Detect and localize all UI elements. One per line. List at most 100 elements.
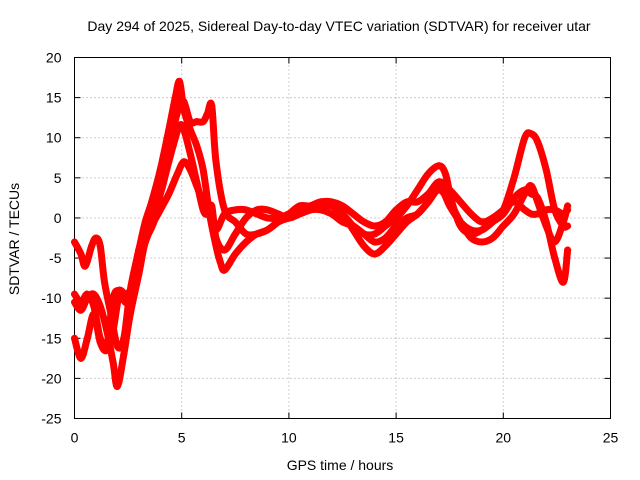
data-point	[113, 382, 121, 390]
data-point	[424, 170, 432, 178]
data-point	[360, 218, 368, 226]
data-point	[169, 142, 177, 150]
data-point	[242, 206, 250, 214]
data-point	[534, 194, 542, 202]
data-point	[109, 294, 117, 302]
data-point	[92, 234, 100, 242]
data-point	[489, 214, 497, 222]
data-point	[467, 210, 475, 218]
data-point	[176, 102, 184, 110]
data-point	[263, 226, 271, 234]
data-point	[381, 242, 389, 250]
data-point	[77, 354, 85, 362]
data-point	[551, 206, 559, 214]
y-tick-label: -25	[41, 411, 61, 427]
data-point	[521, 134, 529, 142]
y-axis-label: SDTVAR / TECUs	[6, 183, 22, 295]
data-point	[263, 214, 271, 222]
data-point	[499, 222, 507, 230]
data-point	[360, 242, 368, 250]
data-point	[77, 298, 85, 306]
data-point	[371, 230, 379, 238]
x-tick-label: 0	[71, 430, 79, 446]
data-point	[186, 150, 194, 158]
data-point	[231, 250, 239, 258]
data-point	[103, 342, 111, 350]
data-point	[203, 110, 211, 118]
data-point	[186, 166, 194, 174]
data-point	[180, 126, 188, 134]
data-point	[71, 290, 78, 298]
data-point	[208, 102, 216, 110]
series-day-4	[71, 158, 572, 353]
series-line	[71, 158, 572, 353]
data-point	[71, 238, 78, 246]
data-point	[521, 186, 529, 194]
data-point	[141, 238, 149, 246]
data-point	[467, 226, 475, 234]
data-point	[231, 230, 239, 238]
data-point	[96, 242, 104, 250]
data-point	[208, 202, 216, 210]
data-point	[527, 130, 535, 138]
data-point	[176, 122, 184, 130]
data-point	[180, 158, 188, 166]
data-point	[193, 182, 201, 190]
data-point	[186, 118, 194, 126]
data-point	[339, 218, 346, 226]
data-point	[156, 206, 164, 214]
y-tick-label: 10	[46, 130, 62, 146]
data-point	[564, 206, 572, 214]
data-point	[253, 230, 261, 238]
y-tick-label: 20	[46, 50, 62, 66]
data-point	[274, 214, 282, 222]
data-point	[206, 210, 214, 218]
data-point	[212, 234, 220, 242]
data-point	[221, 210, 229, 218]
data-point	[231, 218, 239, 226]
data-point	[527, 210, 535, 218]
data-point	[77, 306, 85, 314]
data-point	[456, 198, 464, 206]
y-tick-label: -15	[41, 330, 61, 346]
data-point	[360, 230, 368, 238]
data-point	[126, 310, 134, 318]
data-point	[381, 218, 389, 226]
data-point	[253, 210, 261, 218]
data-point	[113, 342, 121, 350]
data-point	[424, 190, 432, 198]
data-point	[81, 262, 89, 270]
data-point	[328, 210, 336, 218]
data-point	[109, 358, 117, 366]
data-point	[148, 206, 156, 214]
data-point	[135, 254, 143, 262]
data-point	[116, 286, 124, 294]
data-point	[231, 206, 239, 214]
data-point	[83, 290, 91, 298]
data-point	[435, 162, 443, 170]
data-point	[542, 166, 550, 174]
data-point	[339, 210, 346, 218]
y-tick-label: 0	[54, 210, 62, 226]
data-point	[96, 302, 104, 310]
data-point	[120, 350, 128, 358]
data-point	[71, 334, 78, 342]
data-point	[371, 222, 379, 230]
data-point	[221, 246, 229, 254]
data-point	[328, 198, 336, 206]
data-point	[559, 278, 567, 286]
data-point	[446, 186, 454, 194]
data-point	[339, 202, 346, 210]
data-point	[403, 198, 411, 206]
data-point	[510, 174, 518, 182]
data-point	[163, 166, 171, 174]
data-point	[551, 254, 559, 262]
data-point	[414, 186, 422, 194]
data-point	[534, 210, 542, 218]
data-point	[199, 198, 207, 206]
y-tick-label: -10	[41, 290, 61, 306]
data-point	[371, 250, 379, 258]
data-point	[193, 118, 201, 126]
data-point	[317, 206, 325, 214]
